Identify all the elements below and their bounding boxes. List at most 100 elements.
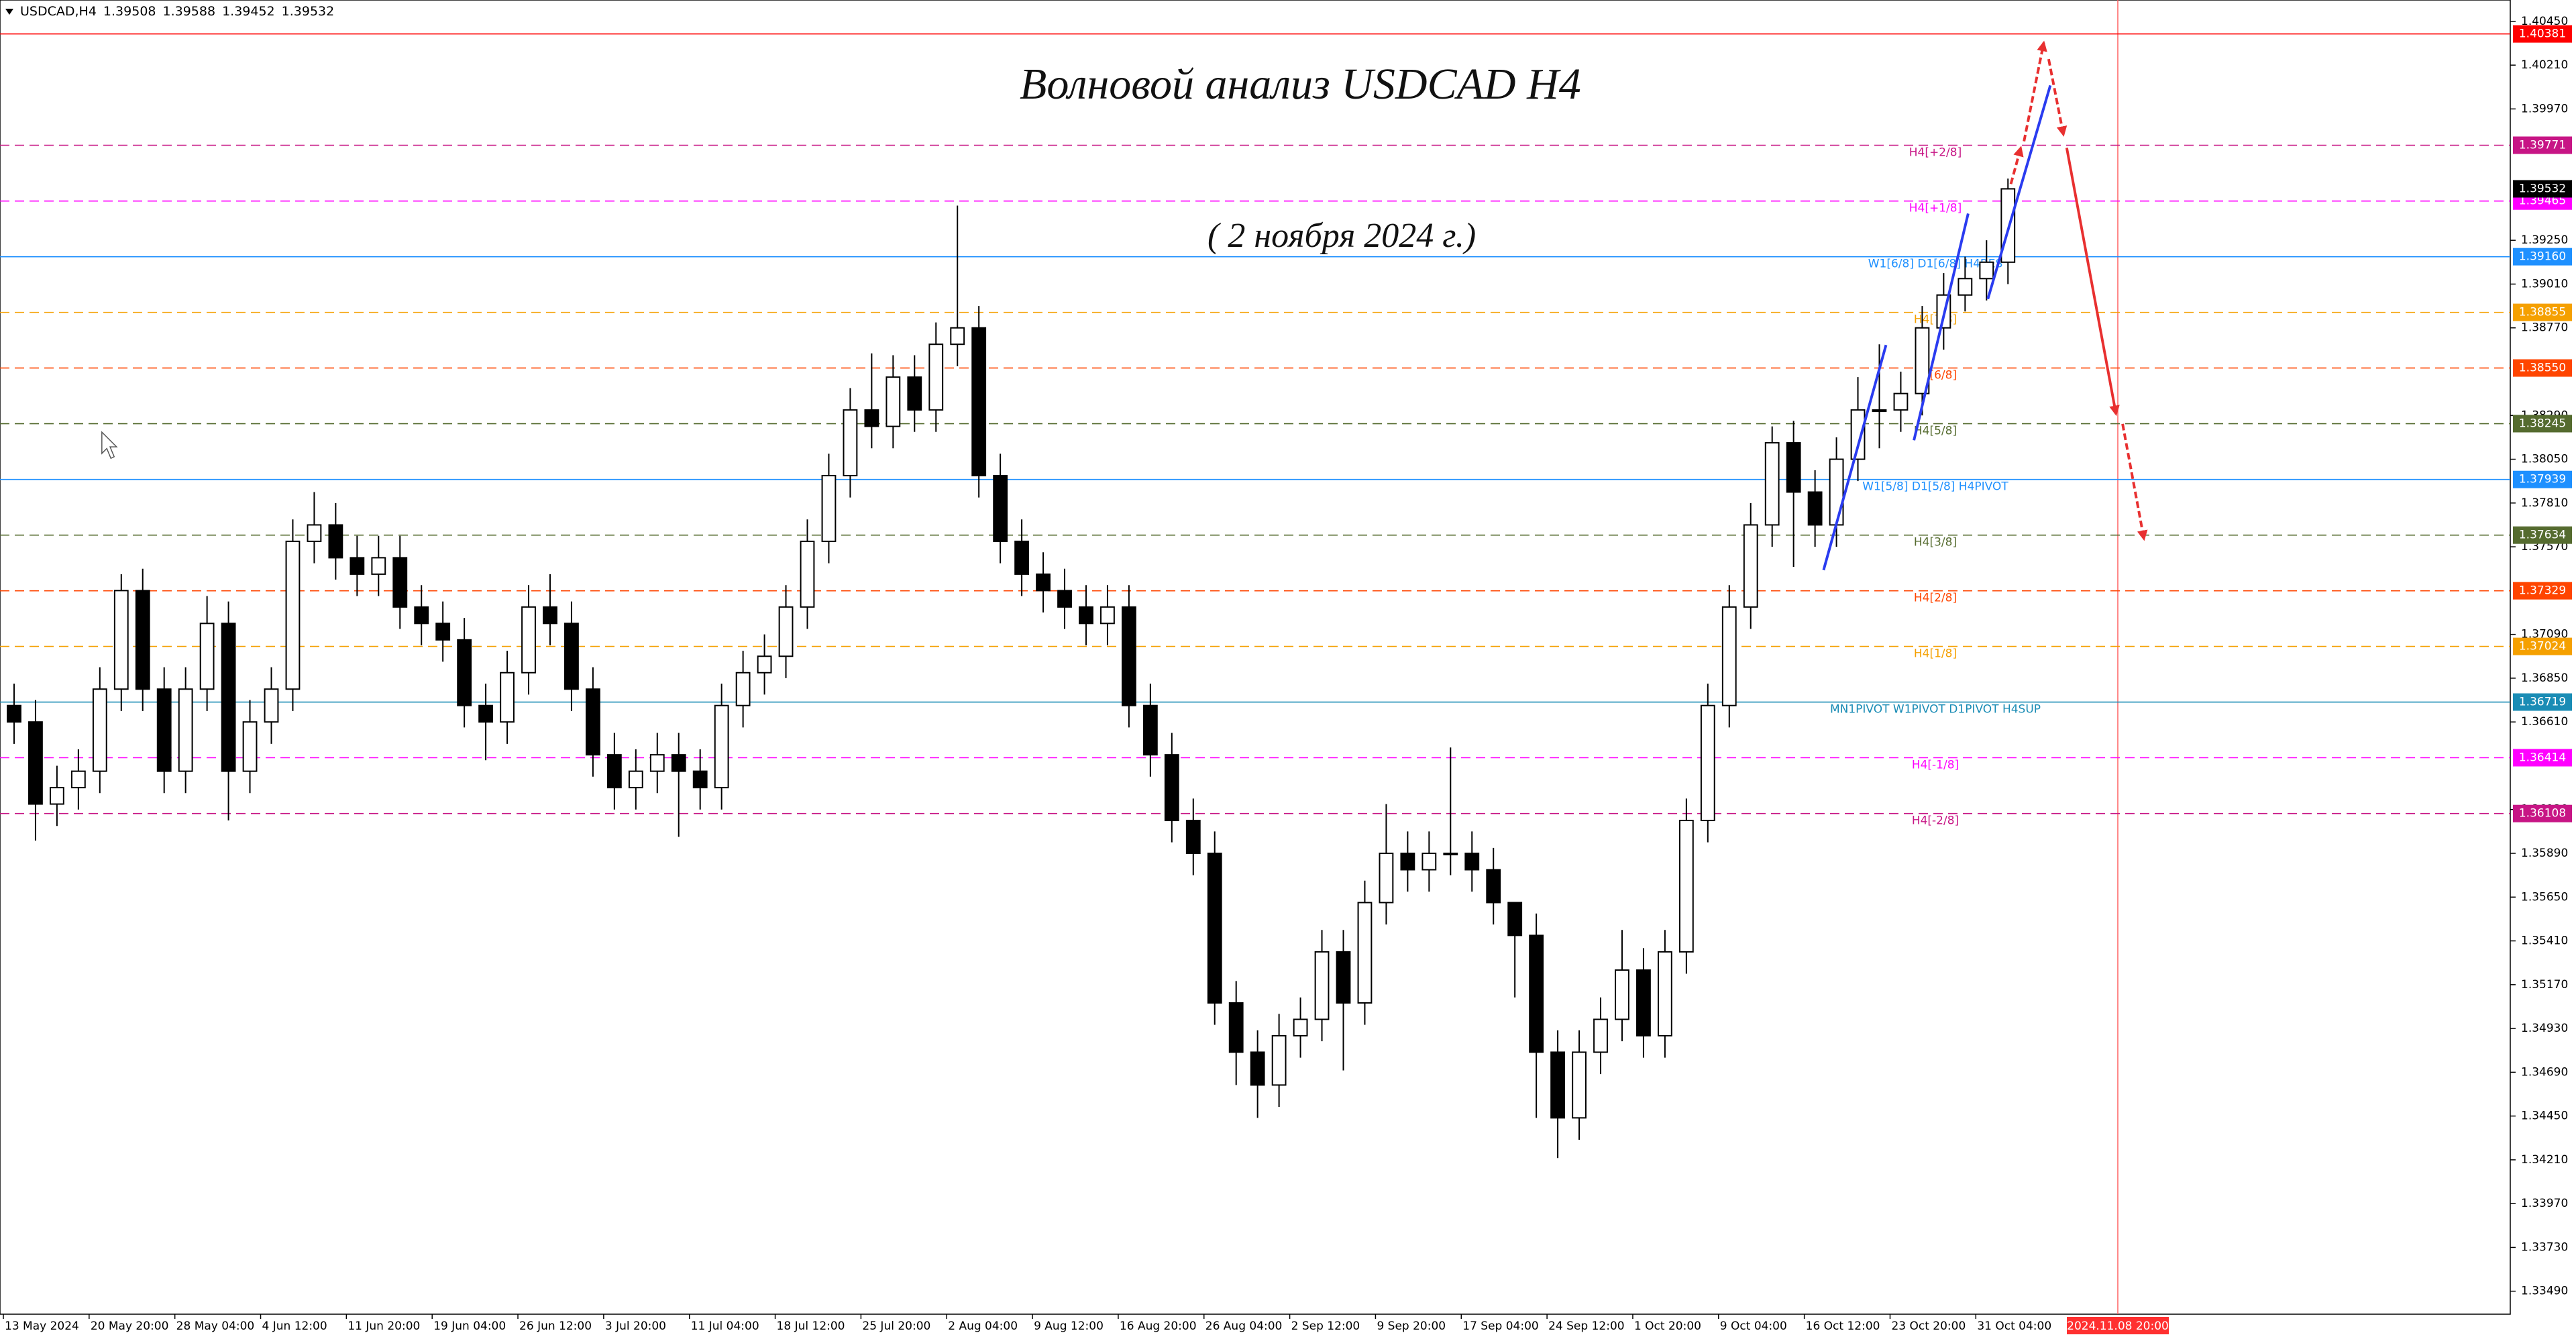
y-tick-label: 1.34210 [2521, 1153, 2568, 1167]
level-name: W1[5/8] D1[5/8] H4PIVOT [1862, 480, 2008, 494]
x-tick-label: 1 Oct 20:00 [1634, 1320, 1701, 1333]
candle-body [606, 754, 622, 789]
price-tag-label: 1.39465 [2519, 195, 2566, 208]
chart-subtitle: ( 2 ноября 2024 г.) [1208, 217, 1477, 255]
candle-body [285, 540, 301, 690]
candle-body [1807, 491, 1823, 526]
candle-body [7, 704, 21, 723]
candle-body [113, 590, 129, 690]
candle-body [714, 704, 729, 789]
forecast-arrow [2023, 40, 2047, 142]
price-tag [2513, 248, 2572, 266]
candle-body [1036, 573, 1051, 592]
x-tick-label: 18 Jul 12:00 [777, 1320, 845, 1333]
level-name: MN1PIVOT W1PIVOT D1PIVOT H4SUP [1830, 703, 2041, 716]
chart-header: USDCAD,H4 1.39508 1.39588 1.39452 1.3953… [5, 4, 334, 19]
y-tick-label: 1.35170 [2521, 978, 2568, 992]
candle-body [1678, 820, 1694, 953]
forecast-arrow [2065, 148, 2120, 417]
forecast-arrow [2009, 146, 2024, 184]
x-tick-label: 26 Aug 04:00 [1205, 1320, 1283, 1333]
candle-body [1700, 704, 1715, 822]
candle-body [843, 409, 858, 477]
trend-line [1913, 213, 1970, 441]
candle-body [671, 754, 686, 772]
x-tick-label: 19 Jun 04:00 [433, 1320, 506, 1333]
candle-body [1872, 409, 1887, 413]
price-tag [2513, 804, 2572, 822]
plot-frame [0, 0, 2511, 1315]
candle-body [1293, 1018, 1308, 1036]
candle-body [1357, 902, 1373, 1004]
price-tag-label: 1.38550 [2519, 362, 2566, 375]
candle-body [307, 524, 322, 542]
y-tick-label: 1.36850 [2521, 672, 2568, 685]
price-tag [2513, 526, 2572, 544]
level-name: H4[1/8] [1914, 647, 1957, 661]
x-tick-label: 9 Sep 20:00 [1377, 1320, 1446, 1333]
candle-body [1185, 820, 1201, 855]
candle-body [778, 606, 794, 657]
chart-title: Волновой анализ USDCAD H4 [1020, 60, 1581, 109]
candle-body [414, 606, 429, 625]
x-tick-label: 20 May 20:00 [91, 1320, 169, 1333]
candle-body [821, 475, 837, 542]
current-price-label: 1.39532 [2519, 182, 2566, 195]
x-tick-label: 9 Aug 12:00 [1034, 1320, 1104, 1333]
x-tick-label: 4 Jun 12:00 [262, 1320, 327, 1333]
header-open: 1.39508 [103, 4, 156, 19]
candle-body [1057, 590, 1072, 608]
candle-body [1079, 606, 1093, 625]
candle-body [1142, 704, 1158, 756]
x-tick-label: 28 May 04:00 [176, 1320, 255, 1333]
candle-body [1400, 853, 1415, 871]
candle-body [1550, 1051, 1566, 1119]
candle-body [1164, 754, 1179, 822]
price-tag-label: 1.37329 [2519, 584, 2566, 598]
y-tick-label: 1.35410 [2521, 934, 2568, 948]
candle-body [264, 688, 279, 723]
level-name: H4[+1/8] [1909, 202, 1962, 215]
candle-body [1957, 278, 1973, 296]
y-tick-label: 1.34450 [2521, 1110, 2568, 1123]
header-close: 1.39532 [281, 4, 335, 19]
x-tick-label: 16 Oct 12:00 [1806, 1320, 1880, 1333]
level-name: H4[-1/8] [1912, 758, 1959, 771]
candle-body [1507, 902, 1523, 936]
candle-body [457, 639, 472, 706]
y-tick-label: 1.38050 [2521, 453, 2568, 466]
x-tick-label: 9 Oct 04:00 [1720, 1320, 1787, 1333]
candle-body [156, 688, 172, 772]
x-tick-label: 2 Aug 04:00 [948, 1320, 1018, 1333]
candle-body [70, 770, 86, 789]
x-tick-label: 11 Jun 20:00 [347, 1320, 420, 1333]
header-high: 1.39588 [162, 4, 216, 19]
price-tag-label: 1.36719 [2519, 696, 2566, 709]
price-tag-label: 1.38245 [2519, 417, 2566, 431]
price-tag [2513, 582, 2572, 600]
candle-body [543, 606, 557, 625]
candle-body [993, 475, 1008, 542]
x-tick-label: 3 Jul 20:00 [605, 1320, 666, 1333]
candle-body [178, 688, 193, 772]
header-symbol: USDCAD,H4 [20, 4, 97, 19]
candle-body [907, 376, 922, 411]
candle-body [92, 688, 107, 772]
trend-line [1986, 85, 2052, 300]
price-tag-label: 1.36414 [2519, 751, 2566, 764]
candle-body [221, 623, 236, 772]
forecast-arrow [2047, 58, 2068, 137]
header-arrow [5, 8, 13, 15]
price-tag [2513, 415, 2572, 433]
candle-body [478, 704, 494, 723]
x-tick-label: 23 Oct 20:00 [1891, 1320, 1966, 1333]
candle-body [1764, 442, 1780, 526]
price-tag-label: 1.38855 [2519, 306, 2566, 319]
candle-body [1336, 951, 1351, 1004]
candle-body [1443, 853, 1458, 856]
current-price-tag [2513, 180, 2572, 198]
candle-body [392, 557, 408, 608]
candle-body [1250, 1051, 1265, 1086]
x-tick-label: 25 Jul 20:00 [862, 1320, 930, 1333]
